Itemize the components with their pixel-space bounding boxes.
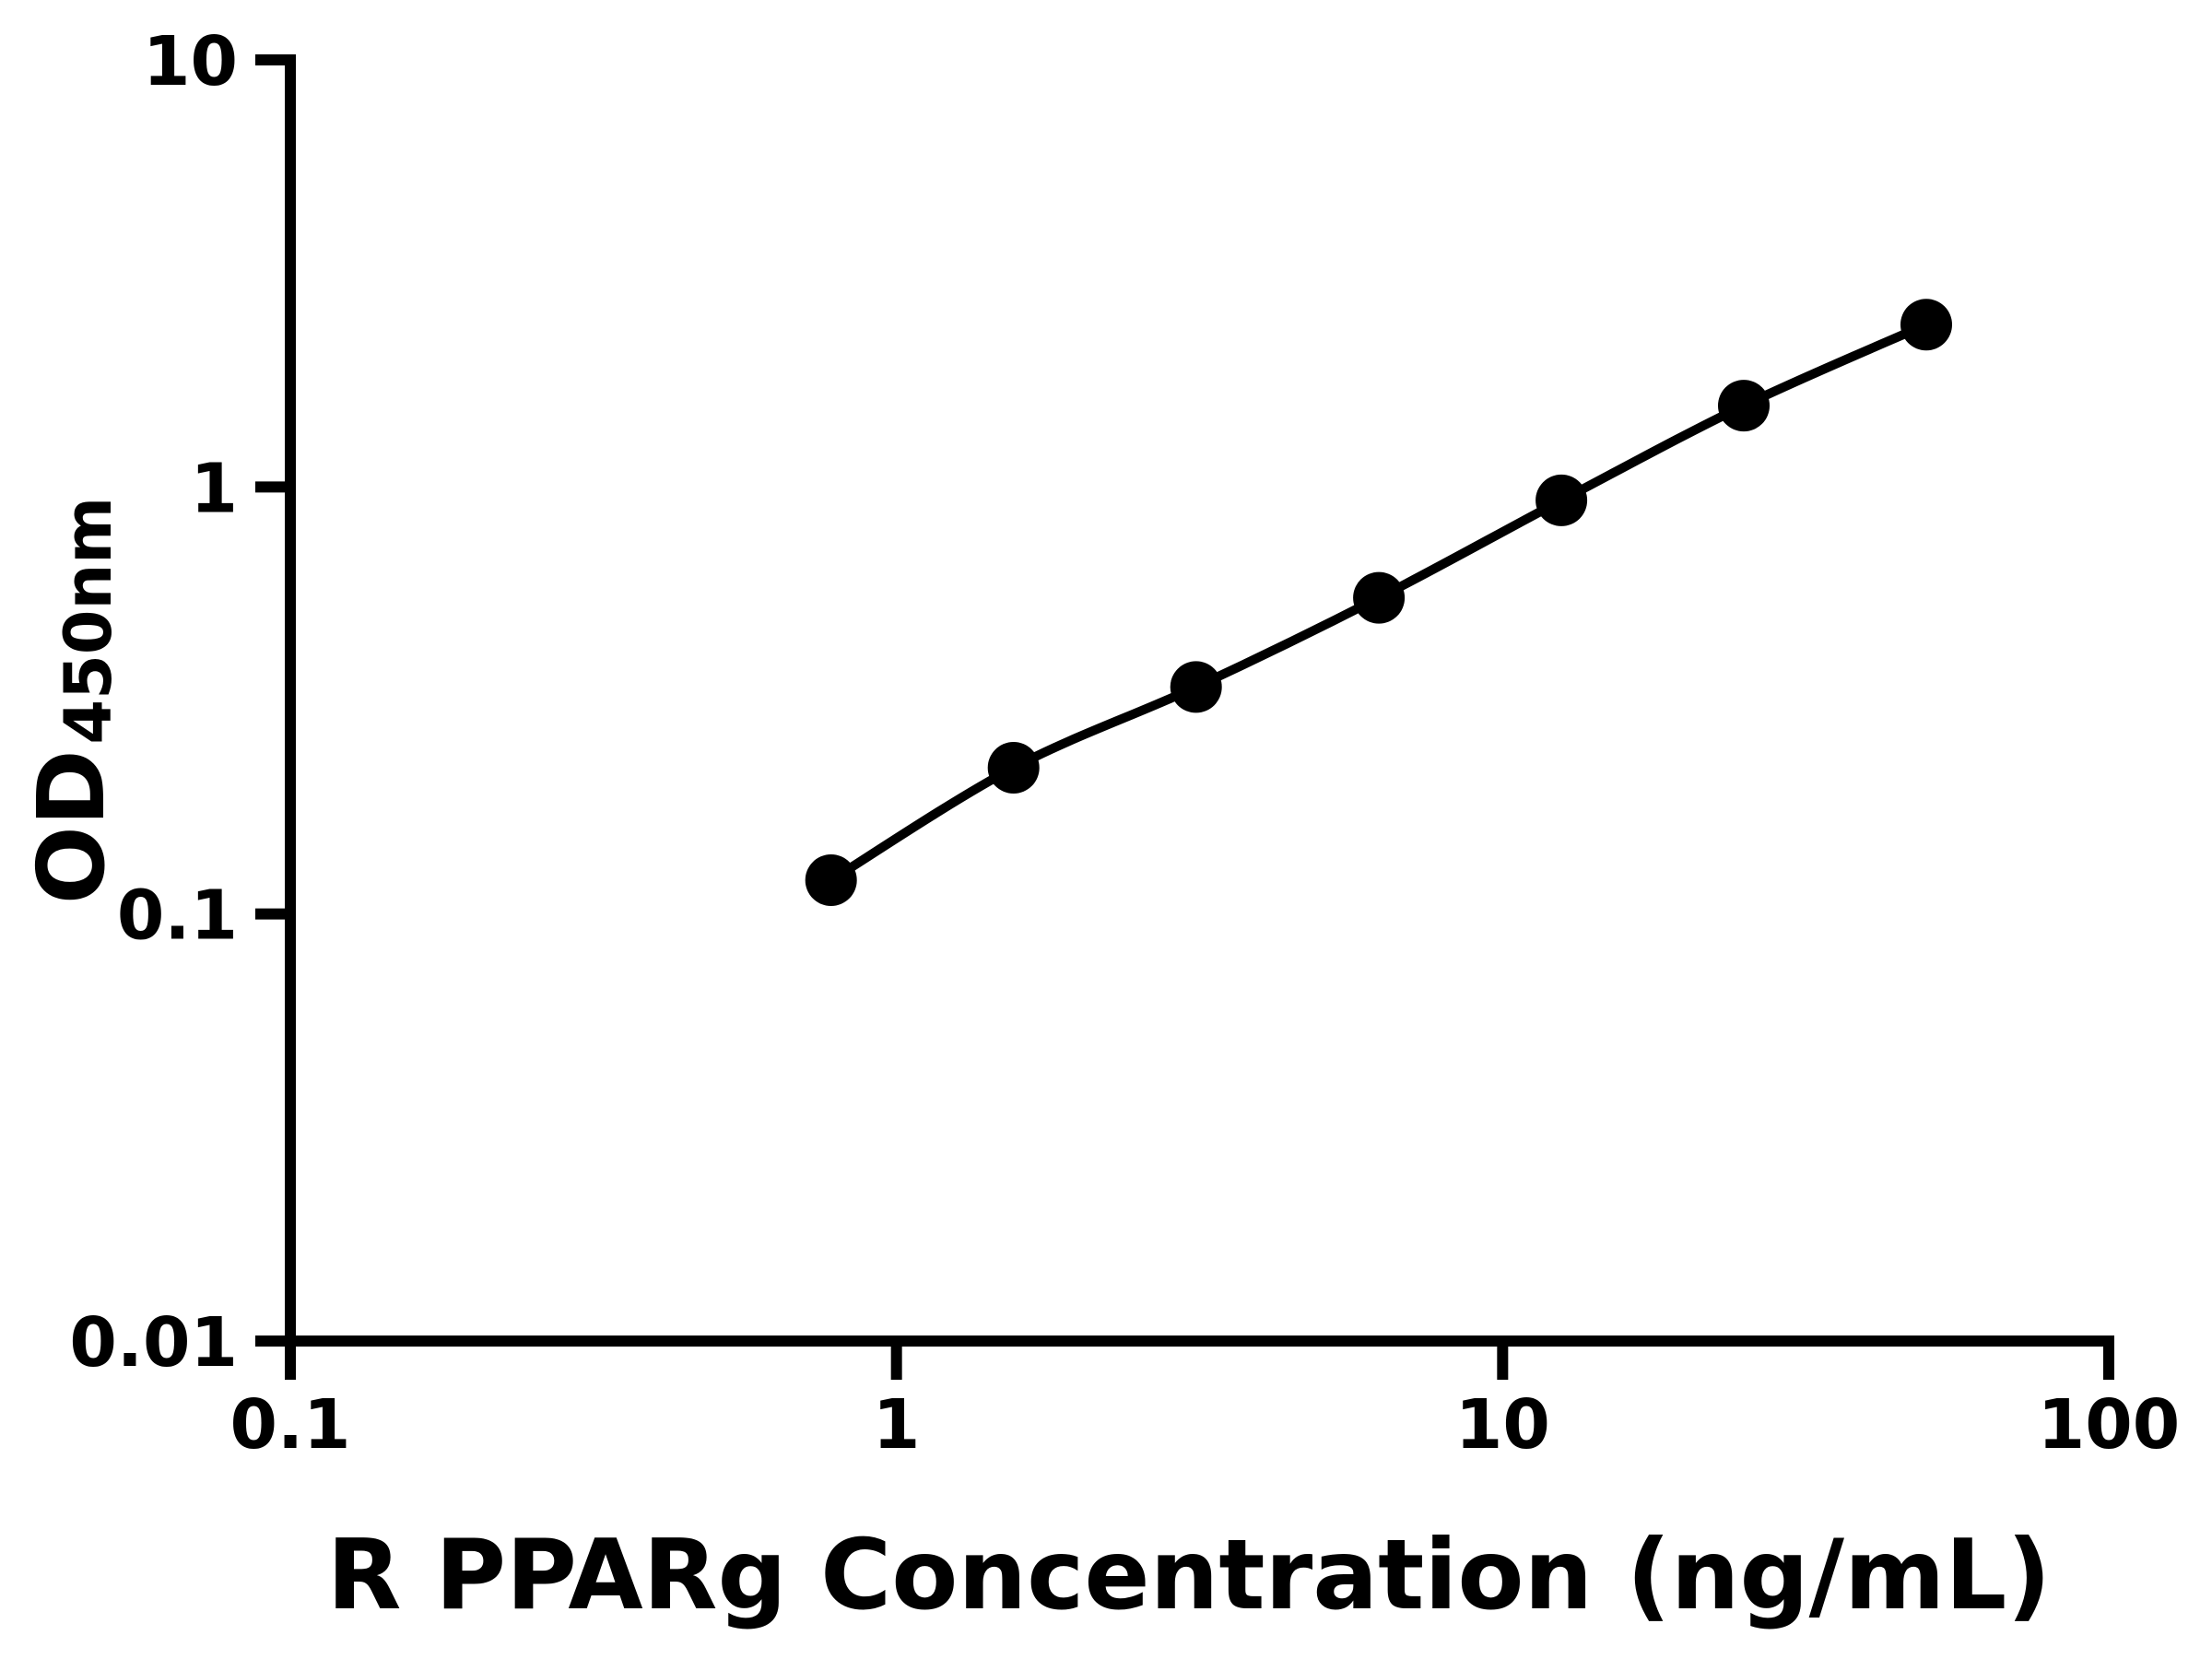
x-tick-label: 10	[1455, 1385, 1550, 1465]
data-point	[805, 854, 857, 906]
y-axis-title-main: OD	[18, 749, 125, 904]
y-tick-label: 10	[143, 22, 238, 101]
y-axis-title-subscript: 450nm	[51, 497, 126, 745]
data-point	[1718, 380, 1770, 432]
y-tick-label: 0.01	[69, 1303, 238, 1382]
tick-marks	[255, 54, 2114, 1380]
data-point	[1170, 661, 1222, 713]
y-axis-title: OD 450nm	[18, 497, 126, 905]
data-points	[805, 299, 1952, 906]
x-tick-label: 0.1	[229, 1385, 350, 1465]
data-point	[1900, 299, 1952, 351]
y-tick-label: 1	[191, 449, 239, 528]
data-point	[1353, 571, 1406, 624]
x-axis-title: R PPARg Concentration (ng/mL)	[327, 1519, 2052, 1631]
x-tick-label: 1	[873, 1385, 921, 1465]
y-tick-label: 0.1	[117, 877, 238, 956]
data-point	[987, 742, 1040, 794]
data-point	[1535, 474, 1588, 526]
x-tick-label: 100	[2038, 1385, 2180, 1465]
